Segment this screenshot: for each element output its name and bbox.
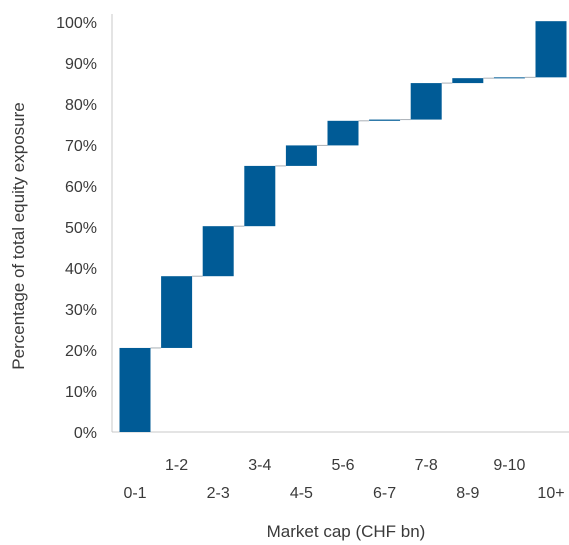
- x-tick-label: 10+: [537, 485, 564, 502]
- waterfall-bar: [369, 119, 401, 121]
- x-tick-label: 8-9: [456, 485, 479, 502]
- waterfall-bar: [452, 78, 484, 84]
- x-tick-label: 2-3: [207, 485, 230, 502]
- y-tick-label: 0%: [74, 425, 97, 442]
- x-tick-label: 5-6: [331, 457, 354, 474]
- y-tick-label: 30%: [65, 302, 97, 319]
- waterfall-bar: [119, 347, 151, 432]
- waterfall-bar: [244, 165, 276, 227]
- y-tick-label: 50%: [65, 220, 97, 237]
- waterfall-bar: [202, 226, 234, 277]
- y-tick-label: 100%: [56, 15, 97, 32]
- x-tick-label: 3-4: [248, 457, 271, 474]
- waterfall-bar: [493, 77, 525, 79]
- waterfall-bar: [327, 120, 359, 146]
- x-tick-label: 9-10: [493, 457, 525, 474]
- x-axis-title: Market cap (CHF bn): [267, 522, 426, 541]
- y-tick-label: 60%: [65, 179, 97, 196]
- x-tick-label: 7-8: [415, 457, 438, 474]
- x-tick-label: 6-7: [373, 485, 396, 502]
- waterfall-bar: [161, 276, 193, 348]
- y-tick-label: 20%: [65, 343, 97, 360]
- waterfall-bar: [410, 83, 442, 120]
- y-tick-label: 40%: [65, 261, 97, 278]
- waterfall-bar: [535, 21, 567, 78]
- y-tick-label: 70%: [65, 138, 97, 155]
- x-tick-label: 4-5: [290, 485, 313, 502]
- x-tick-label: 0-1: [123, 485, 146, 502]
- y-tick-label: 90%: [65, 56, 97, 73]
- x-tick-label: 1-2: [165, 457, 188, 474]
- y-axis-title: Percentage of total equity exposure: [9, 102, 28, 369]
- y-tick-label: 10%: [65, 384, 97, 401]
- y-tick-label: 80%: [65, 97, 97, 114]
- waterfall-bar: [285, 145, 317, 166]
